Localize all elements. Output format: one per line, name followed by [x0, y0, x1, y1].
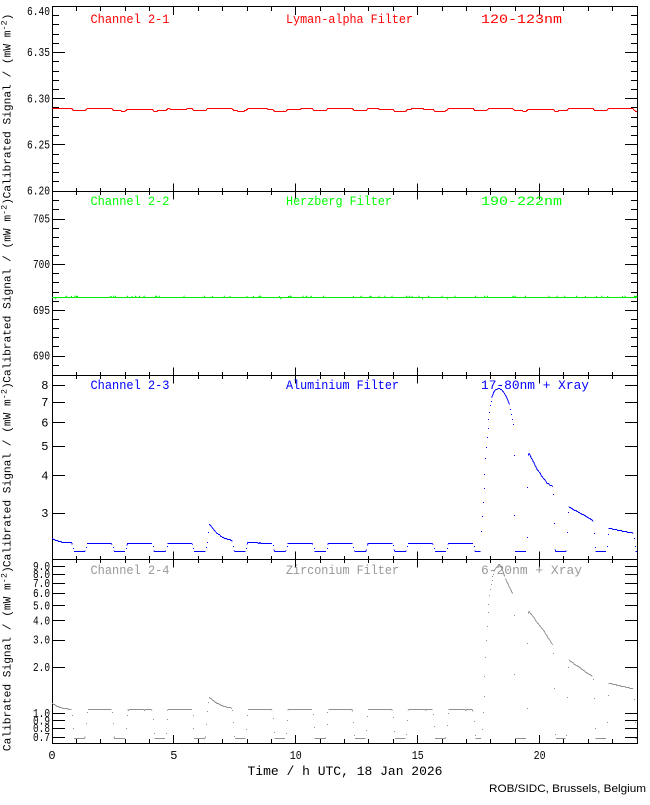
svg-text:3.0: 3.0: [33, 634, 50, 648]
svg-text:7.0: 7.0: [33, 577, 50, 591]
svg-text:8: 8: [41, 379, 48, 393]
svg-text:120-123nm: 120-123nm: [481, 12, 562, 27]
svg-text:Zirconium Filter: Zirconium Filter: [286, 563, 399, 578]
svg-text:8.0: 8.0: [33, 568, 50, 582]
svg-text:4: 4: [41, 469, 48, 483]
svg-text:Channel 2-2: Channel 2-2: [91, 194, 170, 209]
svg-text:700: 700: [33, 258, 50, 272]
svg-text:6.0: 6.0: [33, 587, 50, 601]
svg-text:7: 7: [41, 396, 48, 410]
svg-text:10: 10: [290, 749, 302, 763]
svg-text:3: 3: [41, 507, 48, 521]
svg-text:6: 6: [41, 416, 48, 430]
svg-text:5: 5: [41, 440, 48, 454]
svg-text:6-20nm + Xray: 6-20nm + Xray: [481, 563, 582, 578]
svg-text:190-222nm: 190-222nm: [481, 194, 562, 209]
svg-text:15: 15: [412, 749, 424, 763]
svg-text:6.30: 6.30: [27, 92, 50, 106]
svg-text:9.0: 9.0: [33, 560, 50, 574]
svg-text:6.35: 6.35: [27, 46, 50, 60]
svg-text:ROB/SIDC, Brussels, Belgium: ROB/SIDC, Brussels, Belgium: [489, 783, 646, 795]
svg-text:Calibrated Signal / (mW m-2): Calibrated Signal / (mW m-2): [0, 198, 15, 383]
svg-text:Calibrated Signal / (mW m-2): Calibrated Signal / (mW m-2): [0, 566, 15, 751]
svg-text:5.0: 5.0: [33, 599, 50, 613]
svg-text:5: 5: [170, 749, 177, 763]
svg-text:Time / h UTC, 18 Jan 2026: Time / h UTC, 18 Jan 2026: [248, 764, 443, 779]
svg-text:6.20: 6.20: [27, 185, 50, 199]
svg-text:0.7: 0.7: [33, 731, 50, 745]
svg-text:4.0: 4.0: [33, 614, 50, 628]
svg-text:Channel 2-4: Channel 2-4: [91, 563, 170, 578]
svg-text:1.0: 1.0: [33, 707, 50, 721]
svg-text:Calibrated Signal / (mW m-2): Calibrated Signal / (mW m-2): [0, 14, 15, 199]
svg-text:0.8: 0.8: [33, 722, 50, 736]
svg-text:705: 705: [33, 213, 50, 227]
svg-text:0.9: 0.9: [33, 714, 50, 728]
svg-text:0: 0: [48, 749, 55, 763]
svg-text:Channel 2-3: Channel 2-3: [91, 378, 170, 393]
svg-text:Channel 2-1: Channel 2-1: [91, 12, 170, 27]
svg-text:695: 695: [33, 304, 50, 318]
svg-text:2.0: 2.0: [33, 661, 50, 675]
svg-text:Herzberg Filter: Herzberg Filter: [286, 194, 392, 209]
svg-text:Calibrated Signal / (mW m-2): Calibrated Signal / (mW m-2): [0, 382, 15, 567]
svg-text:Aluminium Filter: Aluminium Filter: [286, 378, 399, 393]
svg-text:17-80nm + Xray: 17-80nm + Xray: [481, 378, 589, 393]
svg-text:20: 20: [534, 749, 546, 763]
svg-text:6.25: 6.25: [27, 138, 50, 152]
svg-text:Lyman-alpha Filter: Lyman-alpha Filter: [286, 12, 413, 27]
svg-text:690: 690: [33, 350, 50, 364]
svg-text:6.40: 6.40: [27, 5, 50, 19]
